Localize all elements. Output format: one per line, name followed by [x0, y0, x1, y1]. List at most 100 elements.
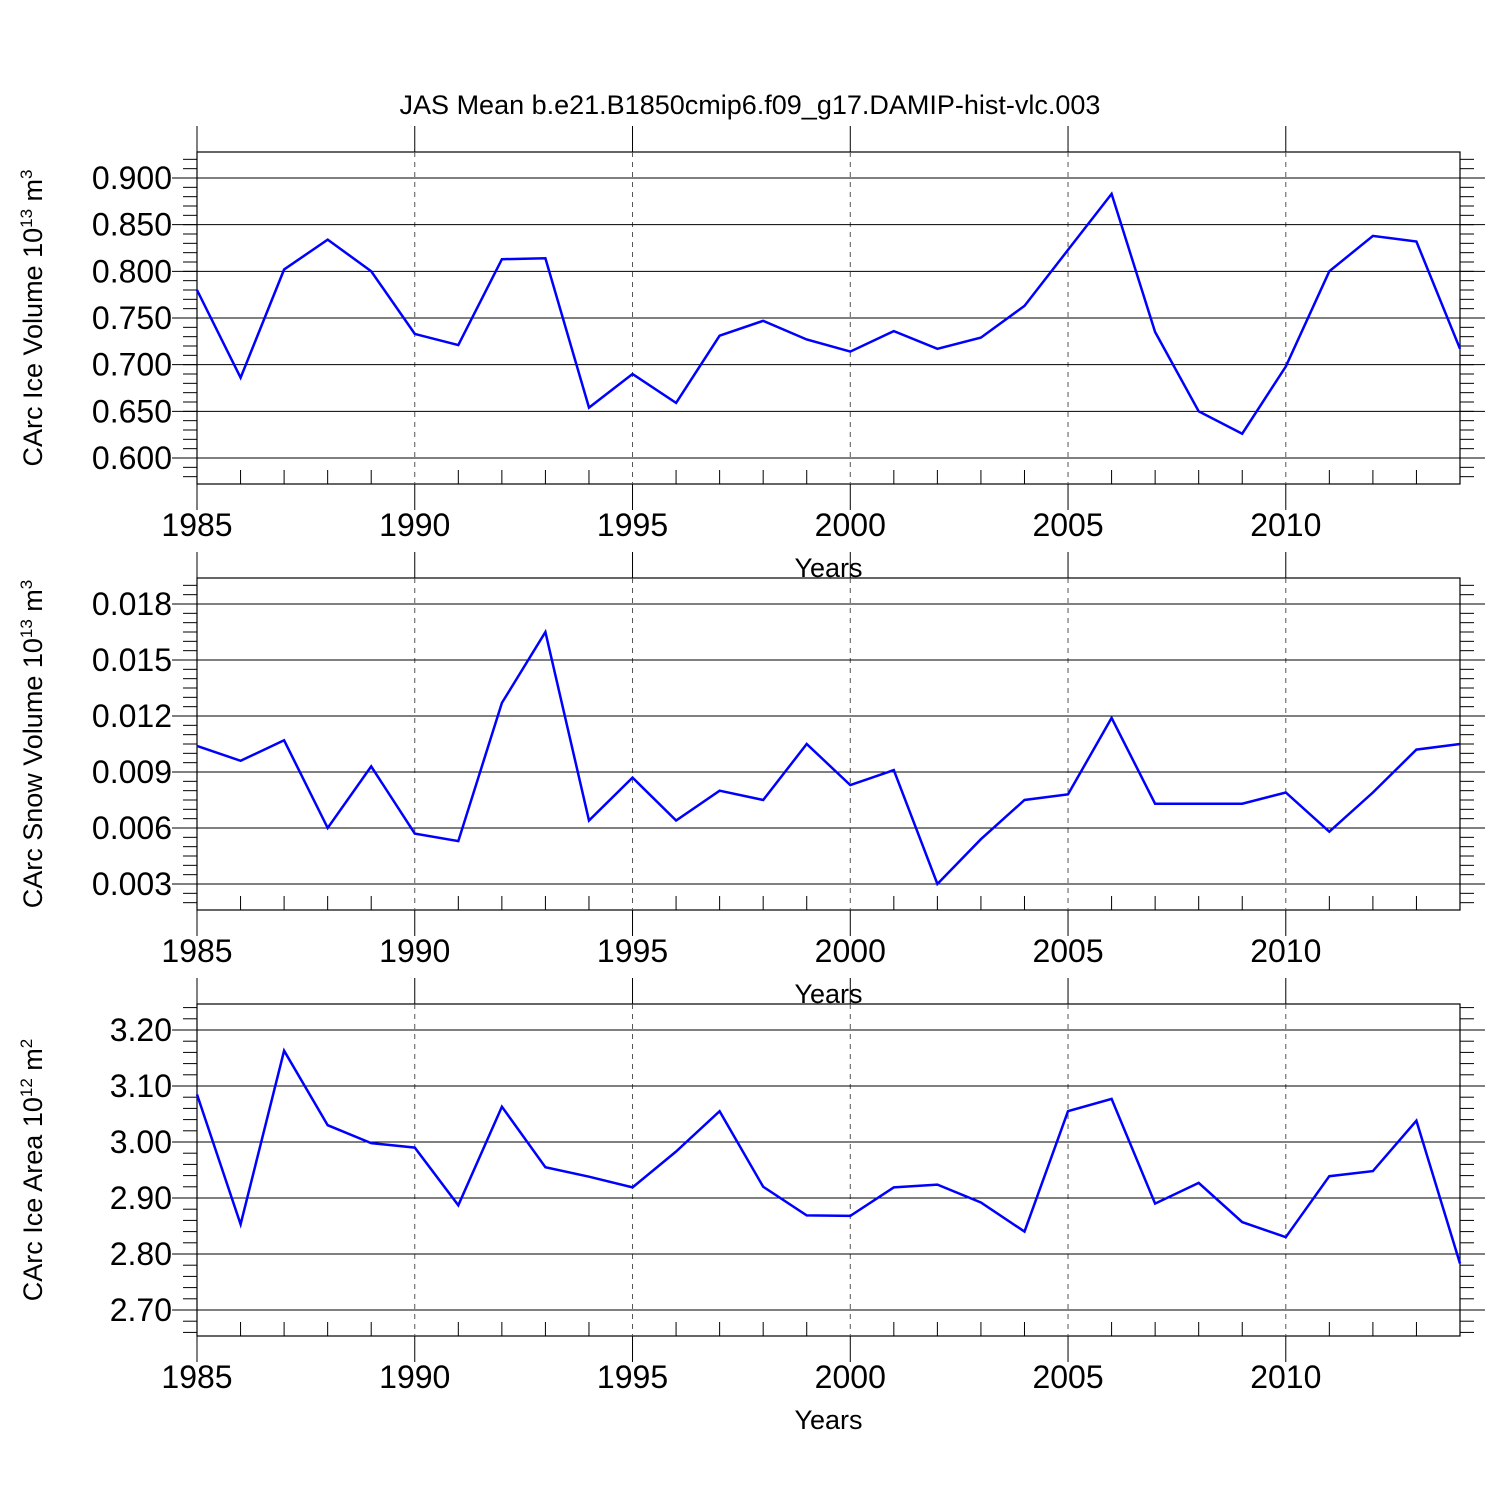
data-point-2009	[1240, 802, 1244, 806]
data-point-1989	[369, 269, 373, 273]
data-point-1992	[500, 701, 504, 705]
data-point-2000	[848, 783, 852, 787]
data-point-1994	[587, 406, 591, 410]
data-point-1990	[413, 332, 417, 336]
data-point-2006	[1110, 192, 1114, 196]
chart-title: JAS Mean b.e21.B1850cmip6.f09_g17.DAMIP-…	[400, 90, 1101, 120]
data-point-1986	[239, 759, 243, 763]
data-point-2013	[1414, 239, 1418, 243]
data-point-2006	[1110, 1097, 1114, 1101]
data-point-2002	[935, 1183, 939, 1187]
data-point-2012	[1371, 1169, 1375, 1173]
data-point-2002	[935, 882, 939, 886]
x-tick-label: 1995	[597, 933, 668, 969]
data-point-1996	[674, 401, 678, 405]
data-point-1985	[195, 1092, 199, 1096]
data-point-2008	[1197, 802, 1201, 806]
data-point-1991	[456, 343, 460, 347]
x-tick-label: 1985	[161, 507, 232, 543]
y-tick-label: 0.003	[92, 866, 172, 902]
y-tick-label: 2.70	[110, 1292, 172, 1328]
x-tick-label: 1995	[597, 507, 668, 543]
data-point-2011	[1327, 269, 1331, 273]
y-tick-label: 0.650	[92, 393, 172, 429]
y-tick-label: 0.012	[92, 698, 172, 734]
data-point-2013	[1414, 748, 1418, 752]
data-point-1992	[500, 257, 504, 261]
y-tick-label: 3.20	[110, 1012, 172, 1048]
data-point-1988	[326, 1123, 330, 1127]
data-point-2001	[892, 1185, 896, 1189]
x-axis-title: Years	[794, 1405, 862, 1435]
data-point-2009	[1240, 432, 1244, 436]
data-point-1995	[631, 776, 635, 780]
y-tick-label: 3.10	[110, 1068, 172, 1104]
y-tick-label: 0.009	[92, 754, 172, 790]
data-point-1992	[500, 1105, 504, 1109]
data-point-1985	[195, 288, 199, 292]
x-tick-label: 2010	[1250, 933, 1321, 969]
data-point-2008	[1197, 1181, 1201, 1185]
data-point-2012	[1371, 791, 1375, 795]
series-line-snow-volume	[196, 628, 1461, 887]
data-point-2007	[1153, 330, 1157, 334]
data-point-2007	[1153, 802, 1157, 806]
data-point-1998	[761, 798, 765, 802]
data-point-1990	[413, 832, 417, 836]
data-point-2014	[1458, 742, 1462, 746]
data-point-1995	[631, 1185, 635, 1189]
data-point-2006	[1110, 716, 1114, 720]
data-point-1989	[369, 1141, 373, 1145]
data-point-2010	[1284, 1235, 1288, 1239]
data-point-1988	[326, 238, 330, 242]
data-point-1986	[239, 376, 243, 380]
series-line-ice-volume	[195, 191, 1462, 436]
x-tick-label: 2005	[1032, 933, 1103, 969]
data-point-1985	[195, 744, 199, 748]
data-point-1994	[587, 1175, 591, 1179]
data-point-1993	[543, 630, 547, 634]
data-point-2010	[1284, 365, 1288, 369]
data-point-2004	[1022, 798, 1026, 802]
data-point-2001	[892, 768, 896, 772]
y-tick-label: 0.750	[92, 300, 172, 336]
data-point-2014	[1458, 1262, 1462, 1266]
panel-snow-volume: 0.003 0.006 0.009 0.012 0.015 0.018 1985 1990 19…	[17, 552, 1485, 1009]
data-point-1998	[761, 319, 765, 323]
data-point-2004	[1022, 304, 1026, 308]
y-tick-label: 0.800	[92, 253, 172, 289]
y-axis-title: CArc Ice Volume 1013 m3	[17, 169, 48, 466]
data-point-1999	[805, 337, 809, 341]
data-point-1997	[718, 334, 722, 338]
data-point-2010	[1284, 791, 1288, 795]
y-axis-title: CArc Ice Area 1012 m2	[17, 1039, 48, 1302]
data-point-2000	[848, 350, 852, 354]
y-tick-label: 0.018	[92, 586, 172, 622]
data-point-1993	[543, 1165, 547, 1169]
x-tick-label: 2010	[1250, 507, 1321, 543]
data-point-1995	[631, 372, 635, 376]
x-tick-label: 2000	[815, 1359, 886, 1395]
y-axis-title: CArc Snow Volume 1013 m3	[17, 580, 48, 909]
x-tick-label: 2005	[1032, 507, 1103, 543]
data-point-1989	[369, 764, 373, 768]
data-point-2003	[979, 837, 983, 841]
data-point-2005	[1066, 248, 1070, 252]
data-point-1997	[718, 1109, 722, 1113]
x-tick-label: 1985	[161, 933, 232, 969]
data-point-1996	[674, 1150, 678, 1154]
x-tick-label: 2000	[815, 507, 886, 543]
x-tick-label: 2005	[1032, 1359, 1103, 1395]
data-point-1990	[413, 1146, 417, 1150]
x-tick-label: 1990	[379, 933, 450, 969]
y-tick-label: 0.850	[92, 207, 172, 243]
y-tick-label: 0.015	[92, 642, 172, 678]
data-point-2008	[1197, 409, 1201, 413]
data-point-2007	[1153, 1202, 1157, 1206]
x-tick-label: 2010	[1250, 1359, 1321, 1395]
data-point-2003	[979, 336, 983, 340]
data-point-1991	[456, 1203, 460, 1207]
panel-ice-area: 2.70 2.80 2.90 3.00 3.10 3.20 1985 1990 1995 2000…	[17, 978, 1485, 1435]
data-point-1999	[805, 742, 809, 746]
y-tick-label: 2.90	[110, 1180, 172, 1216]
